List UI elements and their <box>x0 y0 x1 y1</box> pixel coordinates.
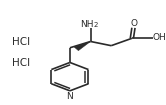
Text: OH: OH <box>152 33 166 42</box>
Text: N: N <box>67 92 73 101</box>
Text: 2: 2 <box>93 22 97 28</box>
Text: O: O <box>131 19 138 28</box>
Polygon shape <box>74 41 91 51</box>
Text: HCl: HCl <box>12 37 30 47</box>
Text: NH: NH <box>80 20 93 29</box>
Text: HCl: HCl <box>12 58 30 68</box>
